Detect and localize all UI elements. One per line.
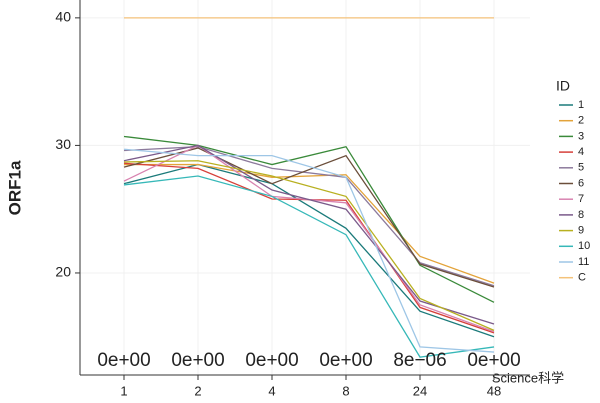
annotation: 0e+00 — [97, 350, 150, 371]
legend-label: 1 — [578, 99, 584, 111]
legend-label: 4 — [578, 146, 584, 158]
series-line — [123, 175, 495, 358]
watermark: Science科学 — [492, 370, 564, 385]
legend-label: 6 — [578, 177, 584, 189]
series-line — [123, 144, 495, 325]
x-tick-label: 1 — [120, 383, 127, 398]
series-line — [123, 148, 495, 353]
series-line — [124, 163, 495, 284]
legend-label: C — [578, 272, 586, 284]
x-tick-label: 8 — [342, 383, 349, 398]
y-tick-label: 20 — [55, 264, 71, 280]
annotation: 8e−06 — [393, 350, 446, 371]
y-tick-label: 30 — [55, 136, 71, 152]
x-tick-label: 4 — [268, 383, 275, 398]
legend-label: 5 — [578, 162, 584, 174]
legend-label: 10 — [578, 240, 590, 252]
legend-label: 11 — [578, 256, 589, 268]
annotation: 0e+00 — [171, 350, 224, 371]
annotation: 0e+00 — [245, 350, 298, 371]
legend-label: 8 — [578, 209, 584, 221]
x-tick-label: 48 — [487, 383, 501, 398]
y-axis-label: ORF1a — [5, 160, 24, 215]
y-tick-label: 40 — [55, 9, 71, 25]
x-tick-label: 24 — [413, 383, 427, 398]
series-line — [123, 160, 495, 331]
legend-label: 2 — [578, 115, 584, 127]
legend-label: 3 — [578, 130, 584, 142]
annotation: 0e+00 — [319, 350, 372, 371]
legend-label: 9 — [578, 225, 584, 237]
series-line — [123, 162, 495, 334]
legend-title: ID — [556, 78, 570, 94]
legend-label: 7 — [578, 193, 584, 205]
x-tick-label: 2 — [194, 383, 201, 398]
series-line — [123, 135, 495, 303]
annotation: 0e+00 — [467, 350, 520, 371]
